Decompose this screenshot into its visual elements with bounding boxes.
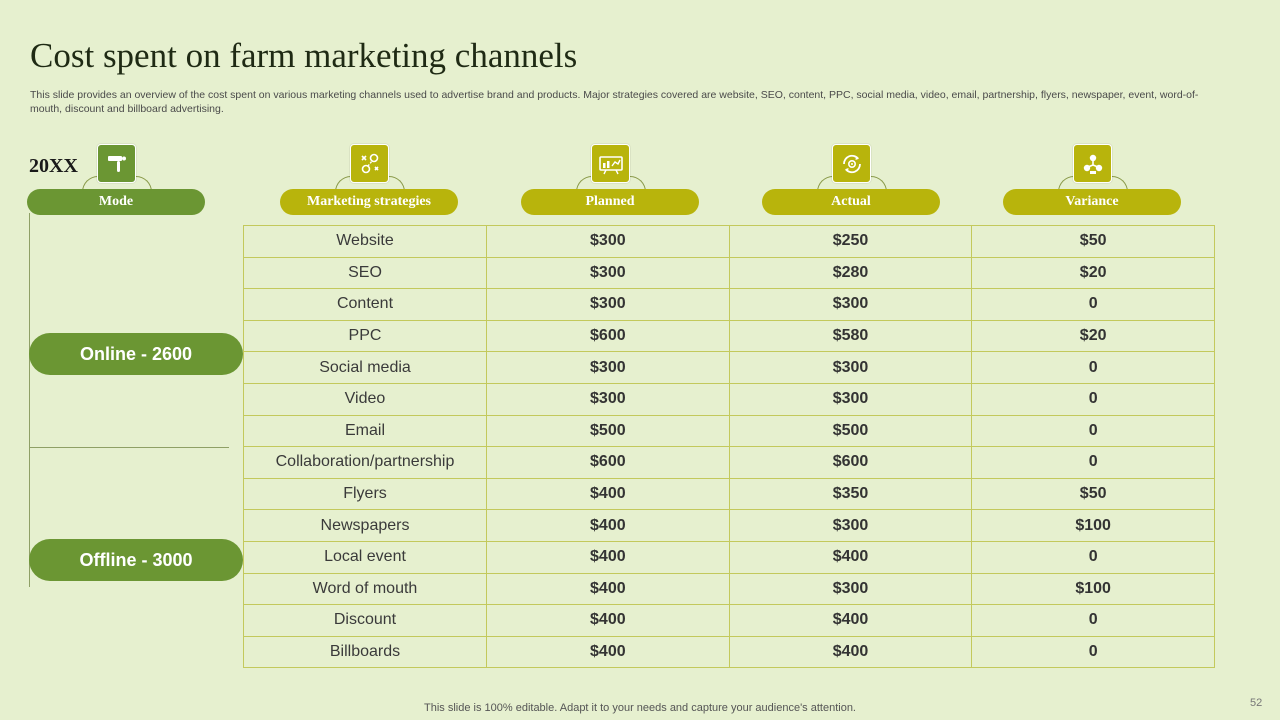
- strategy-icon: [350, 144, 389, 183]
- strategy-cell: PPC: [243, 319, 487, 353]
- planned-cell: $300: [486, 256, 730, 290]
- gear-refresh-icon: [832, 144, 871, 183]
- actual-cell: $280: [728, 256, 973, 290]
- planned-cell: $300: [486, 225, 730, 258]
- variance-cell: $20: [971, 319, 1215, 353]
- planned-cell: $300: [486, 351, 730, 384]
- table-row: PPC $600 $580 $20: [243, 319, 1215, 353]
- table-row: Social media $300 $300 0: [243, 351, 1215, 384]
- strategy-cell: Local event: [243, 540, 487, 574]
- header-variance-label: Variance: [1003, 189, 1181, 215]
- chart-board-icon: [591, 144, 630, 183]
- variance-cell: 0: [971, 351, 1215, 384]
- strategy-cell: Website: [243, 225, 487, 258]
- planned-cell: $400: [486, 635, 730, 669]
- footer-note: This slide is 100% editable. Adapt it to…: [424, 702, 856, 714]
- planned-cell: $400: [486, 604, 730, 637]
- header-strategies: Marketing strategies: [280, 142, 460, 216]
- mode-offline: Offline - 3000: [29, 539, 243, 581]
- header-strategies-label: Marketing strategies: [280, 189, 458, 215]
- actual-cell: $400: [728, 635, 973, 669]
- variance-cell: $50: [971, 225, 1215, 258]
- planned-cell: $400: [486, 540, 730, 574]
- actual-cell: $300: [728, 509, 973, 542]
- planned-cell: $500: [486, 414, 730, 448]
- header-planned-label: Planned: [521, 189, 699, 215]
- table-row: Video $300 $300 0: [243, 382, 1215, 416]
- table-row: Local event $400 $400 0: [243, 540, 1215, 574]
- actual-cell: $600: [728, 446, 973, 479]
- strategy-cell: Newspapers: [243, 509, 487, 542]
- header-variance: Variance: [1003, 142, 1183, 216]
- variance-cell: $100: [971, 572, 1215, 606]
- actual-cell: $500: [728, 414, 973, 448]
- header-actual-label: Actual: [762, 189, 940, 215]
- strategy-cell: Discount: [243, 604, 487, 637]
- mode-online: Online - 2600: [29, 333, 243, 375]
- planned-cell: $400: [486, 572, 730, 606]
- header-planned: Planned: [521, 142, 701, 216]
- table-row: Billboards $400 $400 0: [243, 635, 1215, 669]
- variance-cell: $100: [971, 509, 1215, 542]
- planned-cell: $400: [486, 509, 730, 542]
- table-row: Flyers $400 $350 $50: [243, 477, 1215, 511]
- strategy-cell: Content: [243, 288, 487, 321]
- slide-title: Cost spent on farm marketing channels: [30, 36, 578, 75]
- header-actual: Actual: [762, 142, 942, 216]
- mode-divider-vertical: [29, 213, 30, 587]
- variance-cell: 0: [971, 446, 1215, 479]
- table-row: Email $500 $500 0: [243, 414, 1215, 448]
- strategy-cell: Billboards: [243, 635, 487, 669]
- table-row: Newspapers $400 $300 $100: [243, 509, 1215, 542]
- planned-cell: $300: [486, 288, 730, 321]
- planned-cell: $300: [486, 382, 730, 416]
- strategy-cell: Flyers: [243, 477, 487, 511]
- strategy-cell: Word of mouth: [243, 572, 487, 606]
- variance-cell: 0: [971, 635, 1215, 669]
- strategy-cell: Video: [243, 382, 487, 416]
- planned-cell: $600: [486, 446, 730, 479]
- variance-cell: 0: [971, 414, 1215, 448]
- strategy-cell: SEO: [243, 256, 487, 290]
- strategy-cell: Collaboration/partnership: [243, 446, 487, 479]
- table-row: Discount $400 $400 0: [243, 604, 1215, 637]
- actual-cell: $350: [728, 477, 973, 511]
- strategy-cell: Email: [243, 414, 487, 448]
- cost-table: Website $300 $250 $50 SEO $300 $280 $20 Content $…: [243, 225, 1215, 669]
- table-row: Word of mouth $400 $300 $100: [243, 572, 1215, 606]
- actual-cell: $400: [728, 540, 973, 574]
- strategy-cell: Social media: [243, 351, 487, 384]
- page-number: 52: [1250, 697, 1263, 709]
- variance-cell: $50: [971, 477, 1215, 511]
- actual-cell: $300: [728, 288, 973, 321]
- mode-divider-horizontal: [29, 447, 229, 448]
- variance-cell: 0: [971, 604, 1215, 637]
- header-mode-label: Mode: [27, 189, 205, 215]
- network-nodes-icon: [1073, 144, 1112, 183]
- planned-cell: $600: [486, 319, 730, 353]
- actual-cell: $300: [728, 351, 973, 384]
- variance-cell: 0: [971, 288, 1215, 321]
- table-row: Content $300 $300 0: [243, 288, 1215, 321]
- year-label: 20XX: [29, 155, 78, 177]
- planned-cell: $400: [486, 477, 730, 511]
- actual-cell: $250: [728, 225, 973, 258]
- actual-cell: $400: [728, 604, 973, 637]
- actual-cell: $300: [728, 572, 973, 606]
- actual-cell: $580: [728, 319, 973, 353]
- variance-cell: 0: [971, 382, 1215, 416]
- table-row: Website $300 $250 $50: [243, 225, 1215, 258]
- hand-tap-icon: [97, 144, 136, 183]
- variance-cell: $20: [971, 256, 1215, 290]
- table-row: SEO $300 $280 $20: [243, 256, 1215, 290]
- slide-subtitle: This slide provides an overview of the c…: [30, 89, 1199, 115]
- table-row: Collaboration/partnership $600 $600 0: [243, 446, 1215, 479]
- actual-cell: $300: [728, 382, 973, 416]
- header-mode: Mode: [27, 142, 207, 216]
- variance-cell: 0: [971, 540, 1215, 574]
